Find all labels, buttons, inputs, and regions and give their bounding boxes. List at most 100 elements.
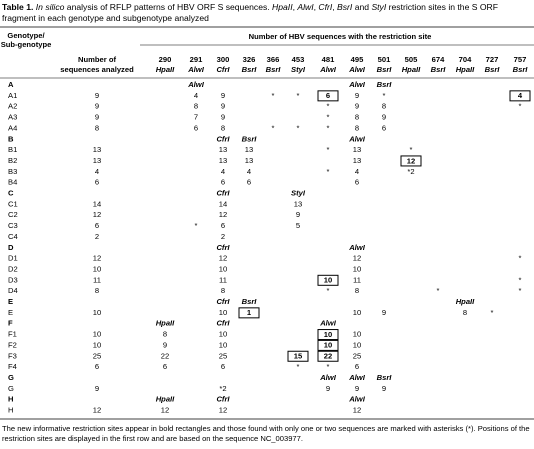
cell-value: 11	[93, 275, 101, 284]
subgenotype-label: F1	[8, 330, 17, 339]
highlight-box	[317, 350, 339, 362]
cell-value: 9	[382, 308, 386, 317]
cell-value: *	[297, 123, 300, 132]
subgenotype-label: C1	[8, 199, 18, 208]
caption-part: ,	[313, 2, 319, 12]
cell-value: 11	[353, 275, 361, 284]
site-position: 757	[514, 55, 527, 64]
genotype-label: D	[8, 243, 14, 252]
cell-enzyme: AlwI	[319, 373, 337, 382]
site-enzyme: StyI	[291, 65, 306, 74]
cell-value: 9	[95, 91, 99, 100]
cell-value: 10	[353, 340, 361, 349]
cell-value: 6	[382, 123, 386, 132]
cell-value: *	[327, 145, 330, 154]
cell-enzyme: BsrI	[242, 297, 258, 306]
caption-part: HpaII	[272, 2, 293, 12]
cell-value: 6	[221, 221, 225, 230]
highlight-box	[400, 155, 422, 167]
cell-value: *2	[219, 384, 226, 393]
cell-enzyme: AlwI	[348, 134, 366, 143]
subgenotype-label: F4	[8, 362, 17, 371]
cell-enzyme: BsrI	[377, 373, 393, 382]
highlight-box	[317, 90, 339, 102]
footnote: The new informative restriction sites ap…	[2, 424, 530, 443]
site-enzyme: HpaII	[156, 65, 175, 74]
cell-value: *	[327, 123, 330, 132]
cell-value: 4	[221, 167, 225, 176]
genotype-label: A	[8, 80, 14, 89]
site-position: 366	[267, 55, 280, 64]
cell-value: 12	[219, 254, 227, 263]
cell-enzyme: StyI	[291, 189, 306, 198]
cell-value: 13	[245, 156, 253, 165]
subgenotype-label: D3	[8, 275, 18, 284]
cell-value: 25	[93, 351, 101, 360]
cell-value: *	[437, 286, 440, 295]
cell-value: 12	[353, 254, 361, 263]
cell-value: 9	[355, 384, 359, 393]
subgenotype-label: D4	[8, 286, 18, 295]
highlight-box	[317, 329, 339, 341]
cell-value: *	[272, 91, 275, 100]
subgenotype-label: A4	[8, 123, 17, 132]
subgenotype-label: C4	[8, 232, 18, 241]
site-enzyme: CfrI	[216, 65, 230, 74]
cell-enzyme: HpaII	[156, 319, 175, 328]
caption-part: StyI	[371, 2, 387, 12]
cell-value: 8	[95, 123, 99, 132]
caption-part: and	[352, 2, 372, 12]
highlight-box	[509, 90, 531, 102]
cell-enzyme: AlwI	[348, 80, 366, 89]
subgenotype-label: A3	[8, 113, 17, 122]
cell-value: 9	[355, 102, 359, 111]
subgenotype-label: F2	[8, 340, 17, 349]
subgenotype-label: A2	[8, 102, 17, 111]
subgenotype-label: B1	[8, 145, 17, 154]
cell-enzyme: BsrI	[242, 134, 258, 143]
cell-value: 10	[93, 264, 101, 273]
cell-value: *	[519, 102, 522, 111]
cell-enzyme: AlwI	[187, 80, 205, 89]
header-count: Number of	[78, 55, 116, 64]
site-enzyme: AlwI	[319, 65, 337, 74]
site-enzyme: BsrI	[485, 65, 501, 74]
cell-value: 10	[219, 330, 227, 339]
cell-value: 9	[382, 113, 386, 122]
highlight-box	[238, 307, 260, 319]
caption-part: AlwI	[297, 2, 314, 12]
cell-value: 13	[245, 145, 253, 154]
cell-value: *2	[407, 167, 414, 176]
cell-value: 25	[353, 351, 361, 360]
header-genotype: Sub-genotype	[1, 40, 52, 49]
genotype-label: H	[8, 395, 13, 404]
cell-value: 8	[221, 286, 225, 295]
cell-value: 6	[95, 178, 99, 187]
cell-value: 6	[194, 123, 198, 132]
site-enzyme: BsrI	[431, 65, 447, 74]
cell-enzyme: BsrI	[377, 80, 393, 89]
site-position: 674	[432, 55, 445, 64]
cell-enzyme: CfrI	[216, 243, 230, 252]
site-position: 704	[459, 55, 472, 64]
site-enzyme: AlwI	[187, 65, 205, 74]
cell-value: 6	[355, 362, 359, 371]
site-position: 300	[217, 55, 230, 64]
genotype-label: G	[8, 373, 14, 382]
cell-enzyme: HpaII	[156, 395, 175, 404]
site-position: 505	[405, 55, 418, 64]
cell-enzyme: CfrI	[216, 395, 230, 404]
header-genotype: Genotype/	[7, 31, 45, 40]
subgenotype-label: C2	[8, 210, 18, 219]
highlight-box	[317, 339, 339, 351]
subgenotype-label: F3	[8, 351, 17, 360]
cell-value: 12	[93, 406, 101, 415]
cell-value: *	[272, 123, 275, 132]
cell-value: 12	[219, 406, 227, 415]
site-enzyme: AlwI	[348, 65, 366, 74]
subgenotype-label: B2	[8, 156, 17, 165]
genotype-label: E	[8, 297, 13, 306]
caption-part: CfrI	[318, 2, 333, 12]
subgenotype-label: E	[8, 308, 13, 317]
